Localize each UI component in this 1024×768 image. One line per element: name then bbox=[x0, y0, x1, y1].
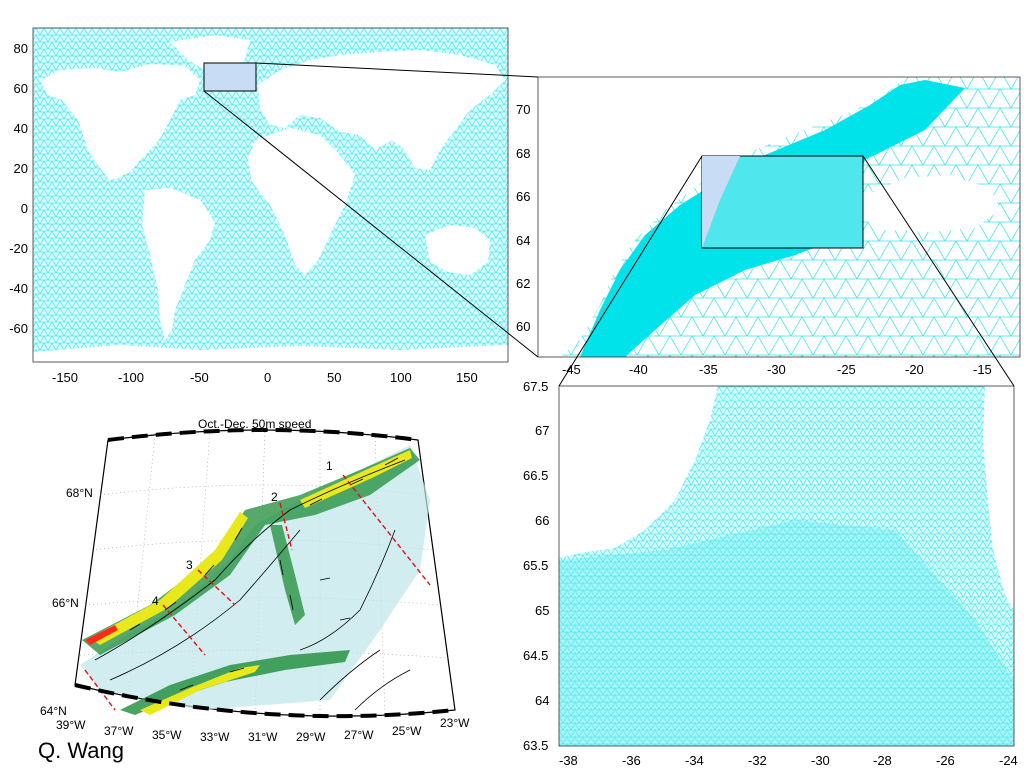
zoom2-map bbox=[558, 385, 1015, 747]
section-label: 4 bbox=[152, 594, 159, 608]
zoom1-x-tick: -20 bbox=[905, 362, 924, 377]
zoom2-x-tick: -30 bbox=[811, 753, 830, 768]
zoom1-greenland-land bbox=[538, 77, 905, 357]
section-label: 1 bbox=[326, 459, 333, 473]
section-label: 3 bbox=[186, 558, 193, 572]
world-x-tick: 0 bbox=[264, 370, 272, 385]
zoom2-iceland-land bbox=[983, 386, 1014, 610]
zoom2-x-tick: -24 bbox=[999, 753, 1018, 768]
world-y-tick: -20 bbox=[9, 241, 28, 256]
world-x-tick: 150 bbox=[456, 370, 478, 385]
zoom2-x-tick: -28 bbox=[873, 753, 892, 768]
zoom1-y-tick: 70 bbox=[516, 102, 531, 117]
zoom1-x-tick: -15 bbox=[973, 362, 992, 377]
zoom2-greenland-land bbox=[559, 386, 718, 558]
zoom2-y-tick: 64 bbox=[535, 693, 550, 708]
author-credit: Q. Wang bbox=[38, 738, 124, 763]
lon-label: 23°W bbox=[440, 716, 470, 730]
zoom2-x-tick: -26 bbox=[936, 753, 955, 768]
zoom2-panel: 67.5 67 66.5 66 65.5 65 64.5 64 63.5 -38… bbox=[515, 380, 1024, 768]
zoom1-y-tick: 66 bbox=[516, 189, 531, 204]
zoom1-y-tick: 68 bbox=[516, 146, 531, 161]
lon-label: 35°W bbox=[152, 728, 182, 742]
world-map bbox=[32, 27, 509, 363]
zoom2-y-tick: 67 bbox=[535, 423, 550, 438]
world-y-tick: -60 bbox=[9, 321, 28, 336]
lat-label: 66°N bbox=[52, 596, 79, 610]
speed-map-title: Oct.-Dec. 50m speed bbox=[198, 417, 312, 431]
lat-label: 64°N bbox=[40, 704, 67, 718]
section-line-3 bbox=[197, 569, 236, 606]
world-y-tick: -40 bbox=[9, 281, 28, 296]
zoom2-y-tick: 66 bbox=[535, 513, 550, 528]
zoom1-x-tick: -40 bbox=[629, 362, 648, 377]
lat-label: 68°N bbox=[66, 486, 93, 500]
zoom1-x-tick: -35 bbox=[699, 362, 718, 377]
lon-label: 39°W bbox=[56, 718, 86, 732]
speed-band-red bbox=[85, 625, 118, 645]
zoom1-y-tick: 64 bbox=[516, 233, 531, 248]
lon-label: 25°W bbox=[392, 724, 422, 738]
zoom2-x-tick: -38 bbox=[559, 753, 578, 768]
section-line-1 bbox=[342, 474, 431, 586]
lon-label: 33°W bbox=[200, 730, 230, 744]
zoom2-y-tick: 65 bbox=[535, 603, 550, 618]
world-x-tick: -50 bbox=[190, 370, 209, 385]
lon-label: 29°W bbox=[296, 730, 326, 744]
zoom2-x-tick: -32 bbox=[748, 753, 767, 768]
lon-label: 37°W bbox=[104, 724, 134, 738]
world-y-tick: 60 bbox=[13, 81, 28, 96]
world-x-tick: -100 bbox=[118, 370, 145, 385]
zoom1-y-tick: 60 bbox=[516, 319, 531, 334]
south-america-land bbox=[142, 188, 215, 340]
zoom1-x-tick: -25 bbox=[837, 362, 856, 377]
zoom2-x-tick: -34 bbox=[685, 753, 704, 768]
world-x-tick: 50 bbox=[327, 370, 342, 385]
section-label: 2 bbox=[271, 490, 278, 504]
world-y-tick: 20 bbox=[13, 161, 28, 176]
world-y-tick: 0 bbox=[20, 201, 28, 216]
section-line-4 bbox=[162, 604, 206, 656]
world-x-tick: 100 bbox=[390, 370, 412, 385]
zoom2-y-tick: 65.5 bbox=[523, 558, 549, 573]
world-y-tick: 40 bbox=[13, 121, 28, 136]
zoom1-x-tick: -45 bbox=[562, 362, 581, 377]
zoom2-y-tick: 66.5 bbox=[523, 468, 549, 483]
world-highlight-box bbox=[203, 62, 257, 92]
world-x-tick: -150 bbox=[52, 370, 79, 385]
lon-label: 31°W bbox=[248, 730, 278, 744]
zoom1-map bbox=[537, 76, 1021, 358]
world-map-panel: 80 60 40 20 0 -20 -40 -60 -150 -100 -50 … bbox=[0, 0, 520, 390]
section-line-2 bbox=[279, 502, 293, 551]
zoom1-y-tick: 62 bbox=[516, 276, 531, 291]
lon-label: 27°W bbox=[344, 728, 374, 742]
zoom2-y-tick: 64.5 bbox=[523, 648, 549, 663]
speed-map-panel: Oct.-Dec. 50m speed 68°N 66°N 64°N 39°W … bbox=[0, 400, 500, 768]
zoom2-y-tick: 63.5 bbox=[523, 738, 549, 753]
north-america-land bbox=[40, 64, 200, 180]
zoom1-x-tick: -30 bbox=[767, 362, 786, 377]
world-y-tick: 80 bbox=[13, 41, 28, 56]
zoom1-panel: 70 68 66 64 62 60 -45 -40 -35 -30 -25 -2… bbox=[505, 70, 1024, 380]
zoom2-y-tick: 67.5 bbox=[523, 380, 549, 394]
speed-map bbox=[74, 427, 456, 719]
zoom2-x-tick: -36 bbox=[622, 753, 641, 768]
